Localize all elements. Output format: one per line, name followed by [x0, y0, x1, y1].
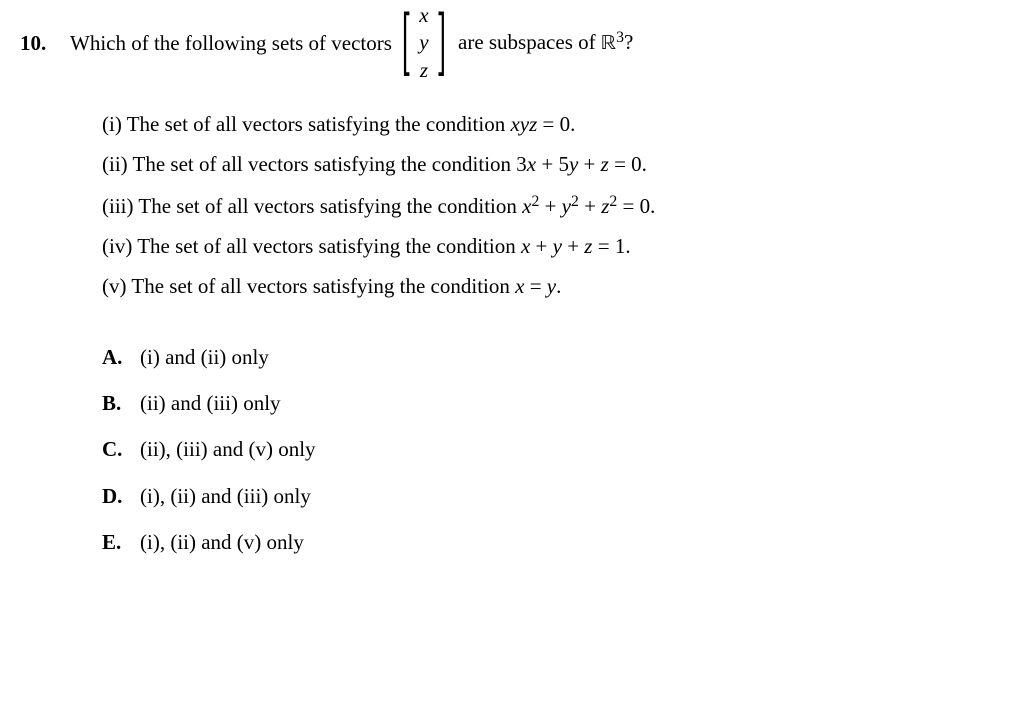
right-bracket-icon: ]	[435, 0, 448, 92]
condition-label: (iv)	[102, 234, 132, 258]
choice-label: A.	[102, 343, 140, 371]
choice-item: D.(i), (ii) and (iii) only	[102, 482, 1004, 510]
condition-math: 3x + 5y + z = 0.	[516, 152, 647, 176]
choices-list: A.(i) and (ii) only B.(ii) and (iii) onl…	[102, 343, 1004, 557]
vector-entries: x y z	[413, 2, 434, 84]
condition-item: (i) The set of all vectors satisfying th…	[102, 110, 1004, 138]
condition-item: (v) The set of all vectors satisfying th…	[102, 272, 1004, 300]
real-sup: 3	[616, 29, 624, 46]
choice-item: E.(i), (ii) and (v) only	[102, 528, 1004, 556]
condition-label: (iii)	[102, 194, 134, 218]
conditions-list: (i) The set of all vectors satisfying th…	[102, 110, 1004, 301]
condition-label: (ii)	[102, 152, 128, 176]
condition-label: (v)	[102, 274, 127, 298]
condition-pretext: The set of all vectors satisfying the co…	[131, 274, 515, 298]
choice-text: (ii) and (iii) only	[140, 391, 281, 415]
condition-item: (ii) The set of all vectors satisfying t…	[102, 150, 1004, 178]
question-trail: are subspaces of ℝ3?	[458, 27, 633, 58]
choice-item: B.(ii) and (iii) only	[102, 389, 1004, 417]
real-symbol: ℝ	[601, 33, 616, 54]
question-trail-text: are subspaces of	[458, 30, 601, 54]
left-bracket-icon: [	[400, 0, 413, 92]
choice-item: A.(i) and (ii) only	[102, 343, 1004, 371]
question-row: 10. Which of the following sets of vecto…	[20, 2, 1004, 84]
choice-label: B.	[102, 389, 140, 417]
condition-label: (i)	[102, 112, 122, 136]
choice-text: (i), (ii) and (v) only	[140, 530, 304, 554]
vector-entry: x	[419, 2, 428, 29]
condition-math: xyz = 0.	[510, 112, 575, 136]
condition-item: (iv) The set of all vectors satisfying t…	[102, 232, 1004, 260]
condition-math: x = y.	[515, 274, 561, 298]
condition-math: x2 + y2 + z2 = 0.	[522, 194, 655, 218]
condition-pretext: The set of all vectors satisfying the co…	[137, 234, 521, 258]
condition-pretext: The set of all vectors satisfying the co…	[138, 194, 522, 218]
question-trail-end: ?	[624, 30, 633, 54]
question-lead-text: Which of the following sets of vectors	[70, 29, 392, 57]
choice-item: C.(ii), (iii) and (v) only	[102, 435, 1004, 463]
page-container: 10. Which of the following sets of vecto…	[0, 0, 1024, 594]
vector-entry: y	[419, 29, 428, 56]
vector-entry: z	[420, 57, 428, 84]
choice-text: (i), (ii) and (iii) only	[140, 484, 311, 508]
choice-label: E.	[102, 528, 140, 556]
choice-text: (i) and (ii) only	[140, 345, 269, 369]
condition-pretext: The set of all vectors satisfying the co…	[133, 152, 517, 176]
condition-math: x + y + z = 1.	[521, 234, 631, 258]
condition-item: (iii) The set of all vectors satisfying …	[102, 191, 1004, 220]
choice-label: C.	[102, 435, 140, 463]
question-number: 10.	[20, 29, 70, 57]
choice-label: D.	[102, 482, 140, 510]
column-vector: [ x y z ]	[400, 2, 448, 84]
choice-text: (ii), (iii) and (v) only	[140, 437, 316, 461]
condition-pretext: The set of all vectors satisfying the co…	[127, 112, 511, 136]
